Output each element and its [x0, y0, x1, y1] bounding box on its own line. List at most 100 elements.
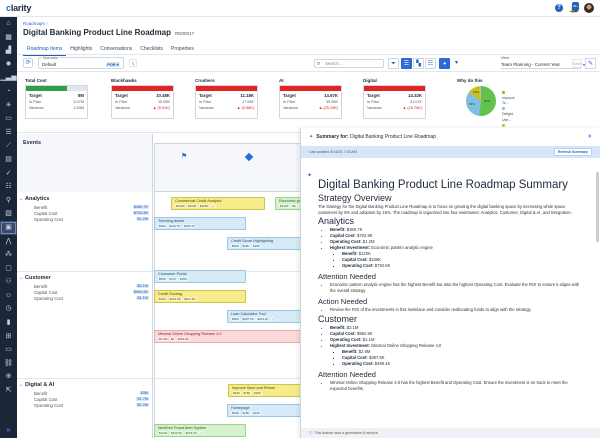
- kpi-blackhawks[interactable]: Blackhawks Target 10.48K In Plan 15.99K Va…: [111, 78, 174, 119]
- chart-view-icon[interactable]: ◕: [439, 58, 450, 69]
- pie-chart[interactable]: 52% 33% 13%: [466, 86, 496, 116]
- clipboard-icon[interactable]: ▤: [5, 155, 12, 163]
- report-icon[interactable]: ▮: [6, 319, 11, 327]
- notification-badge: 99+: [572, 1, 580, 11]
- view-select[interactable]: View Team Planning - Current Year ▾: [501, 56, 585, 69]
- summary-content: ✦ Digital Banking Product Line Roadmap S…: [301, 170, 593, 428]
- kpi-total-cost[interactable]: Total Cost Target 8M In Plan 5.37M Varianc…: [25, 78, 88, 119]
- edit-icon[interactable]: ✎: [585, 58, 596, 69]
- search-input[interactable]: ⌕ Search...: [314, 59, 384, 68]
- lane-customer: ⌄ Customer Benefit $3.1M Capital Cost $962…: [17, 271, 153, 378]
- chevron-down-icon[interactable]: ⌄: [19, 275, 24, 281]
- dashboard-icon[interactable]: ▦: [5, 33, 12, 41]
- roadmap-dial-icon[interactable]: ◔: [6, 87, 11, 95]
- warning-icon: ▲: [402, 106, 408, 110]
- section-heading: Customer: [318, 314, 358, 325]
- save-button[interactable]: Save: [572, 59, 582, 68]
- scenario-select[interactable]: Scenario Default POR ▾: [38, 56, 124, 69]
- search-icon: ⌕: [317, 61, 321, 67]
- roadmap-item[interactable]: Minimal Online Shopping Release 4.0 $2.6M…: [154, 330, 317, 343]
- globe-icon[interactable]: ⊕: [5, 373, 12, 381]
- list-icon[interactable]: ☷: [5, 183, 12, 191]
- export-icon[interactable]: ⇱: [5, 387, 12, 395]
- kpi-crushers[interactable]: Crushers Target 11.18K In Plan 17.06K Vari…: [195, 78, 258, 119]
- page-title: Digital Banking Product Line Roadmap RD00…: [23, 28, 195, 37]
- roadmap-item[interactable]: Credit Scoring $45K $215.8K $161.6K: [154, 290, 246, 303]
- trend-icon[interactable]: ⟋: [6, 142, 11, 150]
- org-icon[interactable]: ⋀: [5, 237, 12, 245]
- breadcrumb[interactable]: Roadmaps ›: [23, 21, 48, 26]
- roadmap-item[interactable]: Improve Save and Return $40K $15K $20K: [228, 384, 317, 397]
- sync-scenario-icon[interactable]: ⟳: [23, 58, 33, 68]
- staffing-icon[interactable]: ⊞: [5, 332, 12, 340]
- summary-panel: ✦ Summary for: Digital Banking Product Li…: [300, 128, 600, 438]
- roadmap-item[interactable]: Loan Calculator Tool $50K $387.5K $214.2K ⤢: [227, 310, 317, 323]
- compare-scenario-icon[interactable]: ⇅: [129, 59, 137, 67]
- chart-dropdown-icon[interactable]: ▾: [451, 58, 462, 69]
- ideas-icon[interactable]: ✹: [5, 60, 12, 68]
- home-icon[interactable]: ⌂: [6, 20, 11, 27]
- chevron-down-icon: ▾: [582, 62, 585, 67]
- document-icon[interactable]: ▧: [5, 210, 12, 218]
- bell-icon[interactable]: 🔔99+: [569, 1, 580, 13]
- summary-header: ✦ Summary for: Digital Banking Product Li…: [309, 134, 592, 140]
- warning-icon: ▲: [152, 106, 158, 110]
- tab-conversations[interactable]: Conversations: [100, 46, 133, 52]
- filter-icon[interactable]: ⏷: [388, 58, 399, 69]
- reports-icon[interactable]: ▁▃▅: [0, 74, 17, 82]
- progress-bar: [280, 86, 341, 91]
- tab-properties[interactable]: Properties: [171, 46, 194, 52]
- kpi-ai[interactable]: AI Target 14.67K In Plan 39.96K Variance ▲ …: [279, 78, 342, 119]
- check-icon[interactable]: ✓: [5, 169, 12, 177]
- divider: [17, 54, 600, 55]
- flag-icon[interactable]: ⚑: [181, 153, 188, 160]
- help-icon[interactable]: ?: [555, 4, 563, 12]
- roadmap-item[interactable]: Trending Assist $25K $116.7K $106.7K: [154, 217, 246, 230]
- refresh-summary-button[interactable]: Refresh Summary: [554, 148, 592, 156]
- tab-highlights[interactable]: Highlights: [70, 46, 93, 52]
- close-icon[interactable]: ✕: [587, 134, 592, 140]
- progress-bar: [26, 86, 87, 91]
- clarity-logo[interactable]: clarity: [6, 3, 32, 13]
- presentation-icon[interactable]: ▭: [5, 346, 12, 354]
- database-icon[interactable]: ☰: [5, 128, 12, 136]
- update-bar: Last updated 9/14/25, 7:34 AM Refresh Su…: [301, 146, 600, 158]
- user-check-icon[interactable]: ☺: [4, 291, 13, 299]
- kpi-digital[interactable]: Digital Target 14.32K In Plan 31.07K Varia…: [363, 78, 426, 119]
- avatar[interactable]: [584, 3, 594, 13]
- timesheet-icon[interactable]: ◷: [5, 305, 12, 313]
- tab-roadmap-items[interactable]: Roadmap Items: [23, 44, 67, 56]
- roadmap-item[interactable]: NextGen Fraud Alert System $110K $220.6K $2…: [154, 424, 246, 437]
- network-icon[interactable]: ✳: [5, 101, 12, 109]
- portfolio-icon[interactable]: ▟: [5, 47, 12, 55]
- expand-sidebar-icon[interactable]: »: [6, 425, 11, 434]
- list-view-icon[interactable]: ☷: [425, 58, 436, 69]
- roadmap-id: RD00017: [175, 31, 195, 36]
- roadmap-item[interactable]: Homepage $25K $15K $10K: [227, 404, 317, 417]
- warning-icon: ▲: [318, 106, 324, 110]
- ai-sparkle-icon: ✦: [309, 134, 314, 140]
- tab-checklists[interactable]: Checklists: [140, 46, 164, 52]
- roadmap-item[interactable]: Consumer Portal $55K $17K $25K: [154, 270, 246, 283]
- chevron-down-icon[interactable]: ⌄: [19, 382, 24, 388]
- progress-bar: [196, 86, 257, 91]
- why-do-this-chart[interactable]: Why do this 52% 33% 13% Improve Te... De…: [457, 78, 515, 149]
- team-icon[interactable]: ⚇: [5, 278, 12, 286]
- resources-icon[interactable]: ⁂: [5, 251, 12, 259]
- link-icon[interactable]: ⛓: [4, 359, 13, 367]
- board-view-icon[interactable]: ▚: [413, 58, 424, 69]
- info-icon: ⓘ: [309, 431, 313, 435]
- milestone-diamond-icon[interactable]: [244, 152, 254, 162]
- hierarchy-icon[interactable]: ⚲: [5, 196, 12, 204]
- ai-sparkle-icon: ✦: [307, 173, 313, 179]
- scrollbar[interactable]: [596, 172, 599, 242]
- chevron-down-icon[interactable]: ⌄: [19, 196, 24, 202]
- section-heading: Attention Needed: [318, 370, 376, 380]
- timeline-view-icon[interactable]: ☰: [401, 58, 412, 69]
- roadmap-item[interactable]: Commercial Credit Analysis $110K $110K $100…: [171, 197, 265, 210]
- calendar-check-icon[interactable]: ▢: [5, 264, 12, 272]
- top-bar: clarity ? 🔔99+: [0, 0, 600, 17]
- warning-icon: ▲: [236, 106, 242, 110]
- roadmaps-icon[interactable]: ▣: [0, 220, 17, 235]
- monitor-icon[interactable]: ▭: [5, 115, 12, 123]
